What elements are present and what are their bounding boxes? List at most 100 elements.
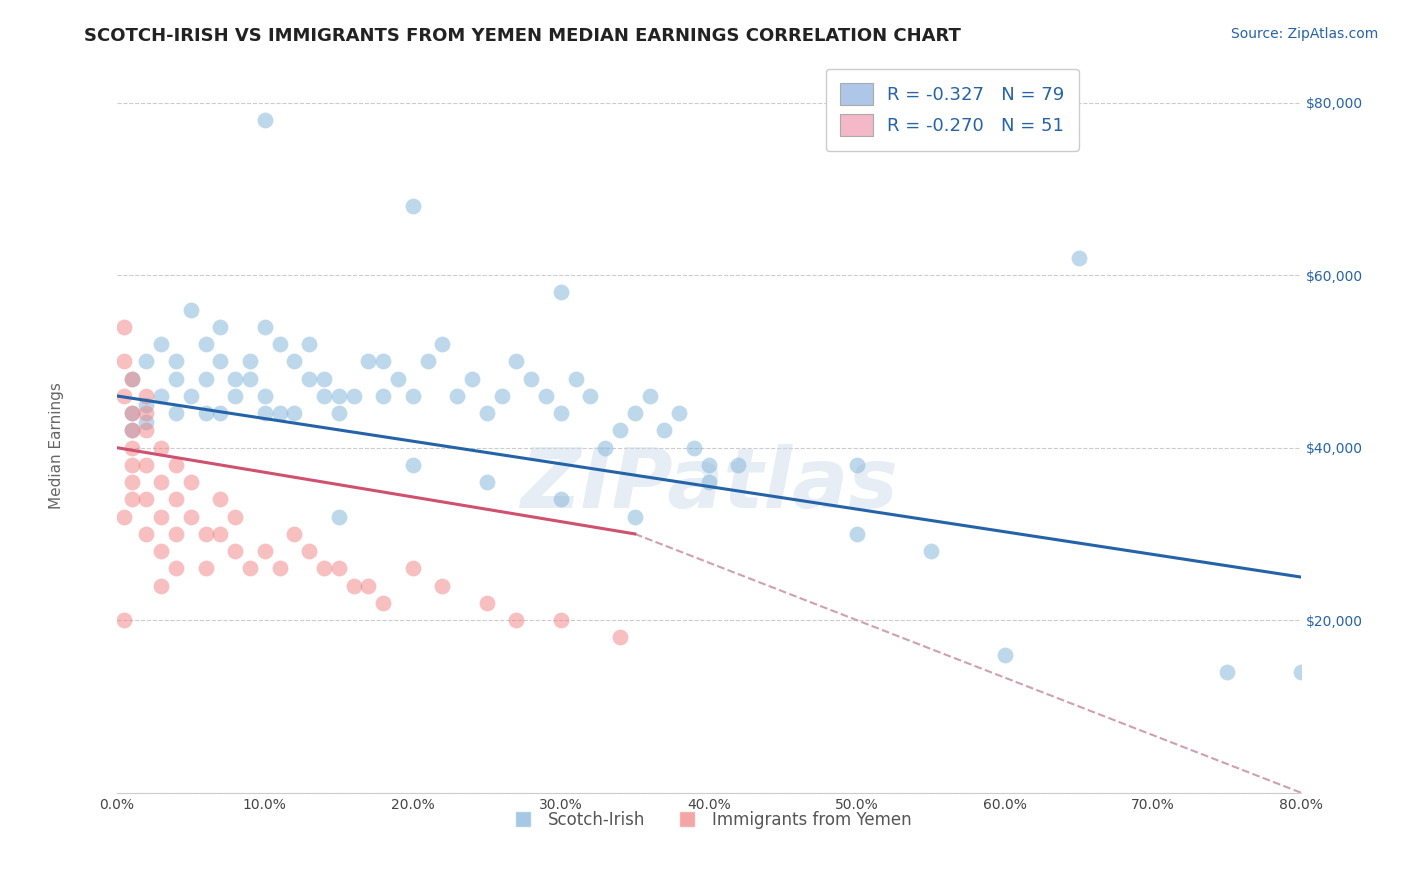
Point [112,509,135,524]
Point [432,337,454,351]
Point [416,354,439,368]
Point [1067,251,1090,265]
Point [845,527,868,541]
Point [253,320,276,334]
Point [520,372,543,386]
Point [165,354,187,368]
Point [550,492,572,507]
Point [194,406,217,420]
Point [165,527,187,541]
Point [239,372,262,386]
Point [165,458,187,472]
Text: Median Earnings: Median Earnings [49,383,63,509]
Point [269,406,291,420]
Point [150,337,173,351]
Point [697,475,720,490]
Point [920,544,942,558]
Point [357,579,380,593]
Point [165,372,187,386]
Point [209,354,232,368]
Point [609,631,631,645]
Point [121,372,143,386]
Point [121,406,143,420]
Point [402,389,425,403]
Text: SCOTCH-IRISH VS IMMIGRANTS FROM YEMEN MEDIAN EARNINGS CORRELATION CHART: SCOTCH-IRISH VS IMMIGRANTS FROM YEMEN ME… [84,27,962,45]
Point [135,398,157,412]
Point [194,372,217,386]
Point [253,406,276,420]
Point [180,509,202,524]
Point [121,475,143,490]
Point [298,337,321,351]
Point [283,527,305,541]
Point [727,458,749,472]
Point [269,561,291,575]
Point [135,354,157,368]
Point [253,389,276,403]
Text: Source: ZipAtlas.com: Source: ZipAtlas.com [1230,27,1378,41]
Point [135,458,157,472]
Point [165,492,187,507]
Point [224,544,246,558]
Point [269,337,291,351]
Point [328,389,350,403]
Point [1216,665,1239,679]
Point [432,579,454,593]
Point [135,415,157,429]
Point [112,613,135,627]
Point [239,561,262,575]
Point [994,648,1017,662]
Point [312,561,335,575]
Point [209,320,232,334]
Point [312,389,335,403]
Point [402,561,425,575]
Point [402,199,425,213]
Point [550,285,572,300]
Point [475,596,498,610]
Point [283,354,305,368]
Point [373,389,395,403]
Point [121,424,143,438]
Point [121,372,143,386]
Point [668,406,690,420]
Point [1289,665,1312,679]
Point [224,509,246,524]
Point [121,441,143,455]
Point [312,372,335,386]
Point [209,406,232,420]
Point [194,527,217,541]
Point [135,527,157,541]
Point [845,458,868,472]
Point [253,112,276,127]
Point [461,372,484,386]
Point [180,389,202,403]
Point [534,389,557,403]
Legend: Scotch-Irish, Immigrants from Yemen: Scotch-Irish, Immigrants from Yemen [499,805,918,836]
Point [121,406,143,420]
Point [564,372,586,386]
Point [328,561,350,575]
Point [121,458,143,472]
Point [624,509,647,524]
Text: ZIPatlas: ZIPatlas [520,444,898,525]
Point [150,389,173,403]
Point [209,492,232,507]
Point [135,424,157,438]
Point [298,372,321,386]
Point [446,389,468,403]
Point [112,354,135,368]
Point [150,509,173,524]
Point [194,337,217,351]
Point [209,527,232,541]
Point [638,389,661,403]
Point [624,406,647,420]
Point [328,509,350,524]
Point [121,492,143,507]
Point [328,406,350,420]
Point [505,354,527,368]
Point [135,389,157,403]
Point [475,475,498,490]
Point [150,475,173,490]
Point [150,544,173,558]
Point [475,406,498,420]
